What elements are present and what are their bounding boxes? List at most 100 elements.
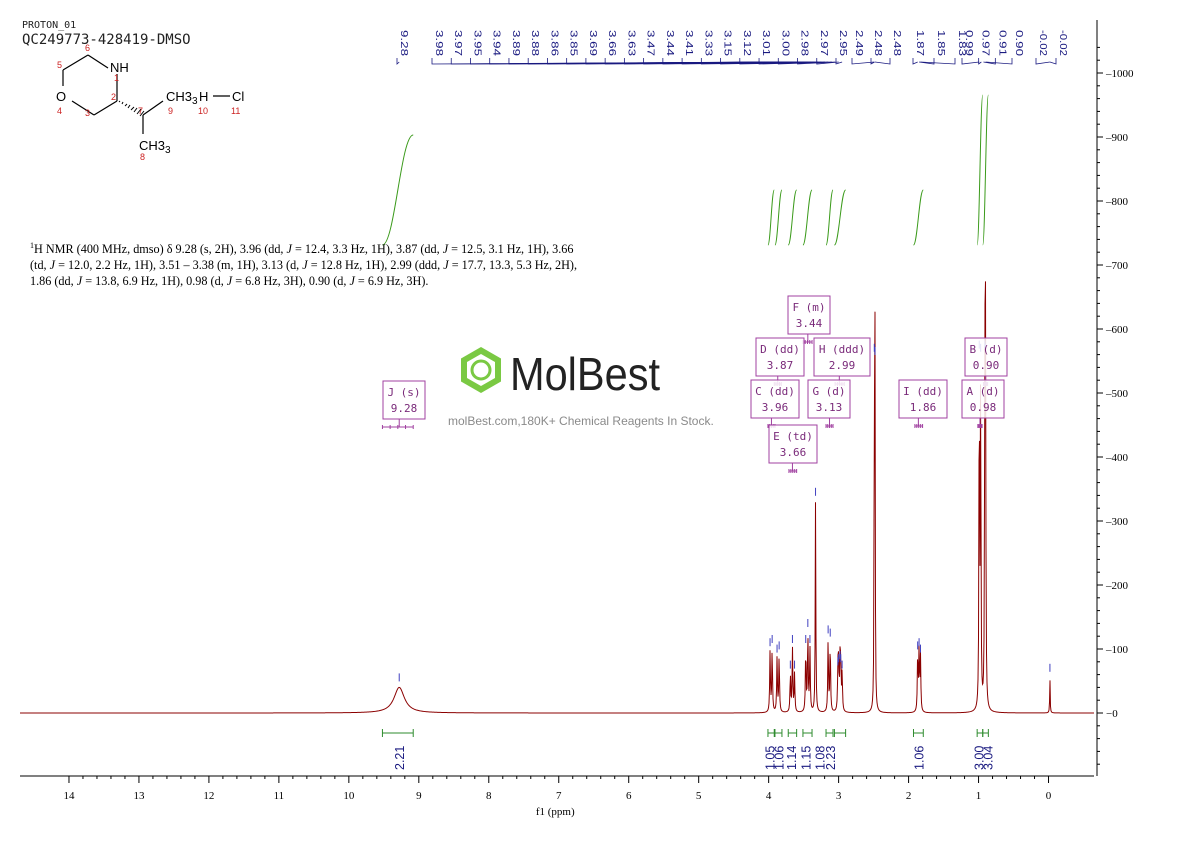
peak-label-leader xyxy=(1035,58,1050,65)
multiplet-label: J (s) xyxy=(387,386,420,399)
atom-ch3-8: CH33 xyxy=(139,138,171,156)
multiplet-label: B (d) xyxy=(969,343,1002,356)
atom-number: 1 xyxy=(114,73,119,83)
integral-value: 2.21 xyxy=(393,746,407,770)
atom-number: 2 xyxy=(111,92,116,102)
peak-label: 3.95 xyxy=(471,30,483,56)
peak-label: -0.02 xyxy=(1057,30,1069,56)
multiplet-box-frame xyxy=(964,337,1008,377)
multiplet-box: J (s) 9.28 xyxy=(381,380,426,429)
peak-label: 9.28 xyxy=(398,30,410,56)
x-tick-label: 9 xyxy=(416,790,422,802)
multiplet-box-frame xyxy=(755,337,805,377)
multiplet-box: A (d) 0.98 xyxy=(961,379,1005,428)
y-tick-label: –1000 xyxy=(1105,68,1134,80)
integral-curve xyxy=(802,189,813,246)
peak-label-leader xyxy=(835,58,843,65)
x-tick-label: 1 xyxy=(976,790,982,802)
peak-label: 3.41 xyxy=(683,30,695,56)
integral-value: 1.06 xyxy=(912,746,926,770)
peak-label: 3.66 xyxy=(606,30,618,56)
peak-label: 0.97 xyxy=(980,30,992,56)
peak-label: 0.90 xyxy=(1013,30,1025,56)
axes: 14 13 12 11 10 9 8 7 6 5 4 3 2 1 0f1 (ppm)−0–100–200–3… xyxy=(20,20,1134,818)
integral-curve xyxy=(912,189,924,246)
multiplet-box: G (d) 3.13 xyxy=(807,379,851,428)
multiplet-shift: 3.44 xyxy=(796,317,823,330)
peak-label: 3.88 xyxy=(529,30,541,56)
peak-label: 3.12 xyxy=(741,30,753,56)
peak-label: 3.85 xyxy=(568,30,580,56)
y-tick-label: –500 xyxy=(1105,388,1129,400)
multiplet-label: F (m) xyxy=(792,301,825,314)
integral-curve xyxy=(976,94,984,246)
atom-o: O xyxy=(56,89,66,104)
peak-label-leader xyxy=(912,58,918,65)
integral-curve xyxy=(825,189,834,246)
multiplet-box-frame xyxy=(898,379,948,419)
peak-label: 3.89 xyxy=(510,30,522,56)
peak-label-leader xyxy=(851,58,875,65)
atom-number: 3 xyxy=(85,108,90,118)
molbest-logo-icon xyxy=(461,347,501,393)
multiplet-box: I (dd) 1.86 xyxy=(898,379,948,428)
peak-label-leader xyxy=(1049,58,1057,65)
x-tick-label: 6 xyxy=(626,790,632,802)
experiment-name: PROTON_01 xyxy=(22,20,77,31)
peak-label: 3.94 xyxy=(491,30,503,56)
integral-curve xyxy=(833,189,847,246)
sample-name: QC249773-428419-DMSO xyxy=(22,32,191,48)
peak-label: 2.48 xyxy=(872,30,884,56)
atom-number: 5 xyxy=(57,60,62,70)
y-tick-label: –900 xyxy=(1105,132,1129,144)
peak-label-leader xyxy=(985,58,1013,65)
y-tick-label: –800 xyxy=(1105,196,1129,208)
integral-value: 1.14 xyxy=(785,746,799,770)
multiplet-shift: 1.86 xyxy=(910,401,937,414)
x-tick-label: 8 xyxy=(486,790,492,802)
nmr-description: 1H NMR (400 MHz, dmso) δ 9.28 (s, 2H), 3… xyxy=(30,241,578,289)
multiplet-label: H (ddd) xyxy=(819,343,865,356)
peak-label: 0.99 xyxy=(963,30,975,56)
y-tick-label: –200 xyxy=(1105,580,1129,592)
multiplet-label: A (d) xyxy=(966,385,999,398)
multiplet-box-frame xyxy=(961,379,1005,419)
x-tick-label: 7 xyxy=(556,790,562,802)
peak-label-leader xyxy=(919,58,935,65)
integral-curves xyxy=(382,94,989,246)
atom-number: 7 xyxy=(138,106,143,116)
multiplet-shift: 3.66 xyxy=(780,446,807,459)
spectrum-trace xyxy=(20,281,1094,714)
multiplet-shift: 0.98 xyxy=(970,401,997,414)
peak-label: 1.85 xyxy=(935,30,947,56)
integral-value: 2.23 xyxy=(824,746,838,770)
x-tick-label: 3 xyxy=(836,790,842,802)
multiplet-label: D (dd) xyxy=(760,343,800,356)
multiplet-box: B (d) 0.90 xyxy=(964,337,1008,386)
y-tick-label: –100 xyxy=(1105,644,1129,656)
atom-number: 4 xyxy=(57,106,62,116)
y-tick-label: –300 xyxy=(1105,516,1129,528)
multiplet-box: H (ddd) 2.99 xyxy=(813,337,871,386)
atom-ch3-9: CH33 xyxy=(166,89,198,107)
peak-label: 2.49 xyxy=(853,30,865,56)
multiplet-shift: 3.87 xyxy=(767,359,794,372)
peak-label: 0.91 xyxy=(996,30,1008,56)
atom-number: 6 xyxy=(85,43,90,53)
peak-label: 1.87 xyxy=(914,30,926,56)
peak-label: 3.44 xyxy=(664,30,676,56)
multiplet-box-frame xyxy=(382,380,426,420)
multiplet-box-frame xyxy=(768,424,818,464)
peak-label: 2.95 xyxy=(837,30,849,56)
integral-value: 1.15 xyxy=(800,746,814,770)
peak-label: 2.97 xyxy=(818,30,830,56)
atom-cl: Cl xyxy=(232,89,244,104)
peak-label: 3.63 xyxy=(625,30,637,56)
x-tick-label: 10 xyxy=(343,790,355,802)
peak-label-leader xyxy=(978,58,982,65)
integral-brackets: 2.21 1.051.061.14 1.15 1.082.23 1.06 3.003.04 xyxy=(381,729,996,770)
y-tick-label: –600 xyxy=(1105,324,1129,336)
x-tick-label: 12 xyxy=(203,790,214,802)
atom-number: 11 xyxy=(231,106,240,116)
peak-label-leader xyxy=(961,58,980,65)
